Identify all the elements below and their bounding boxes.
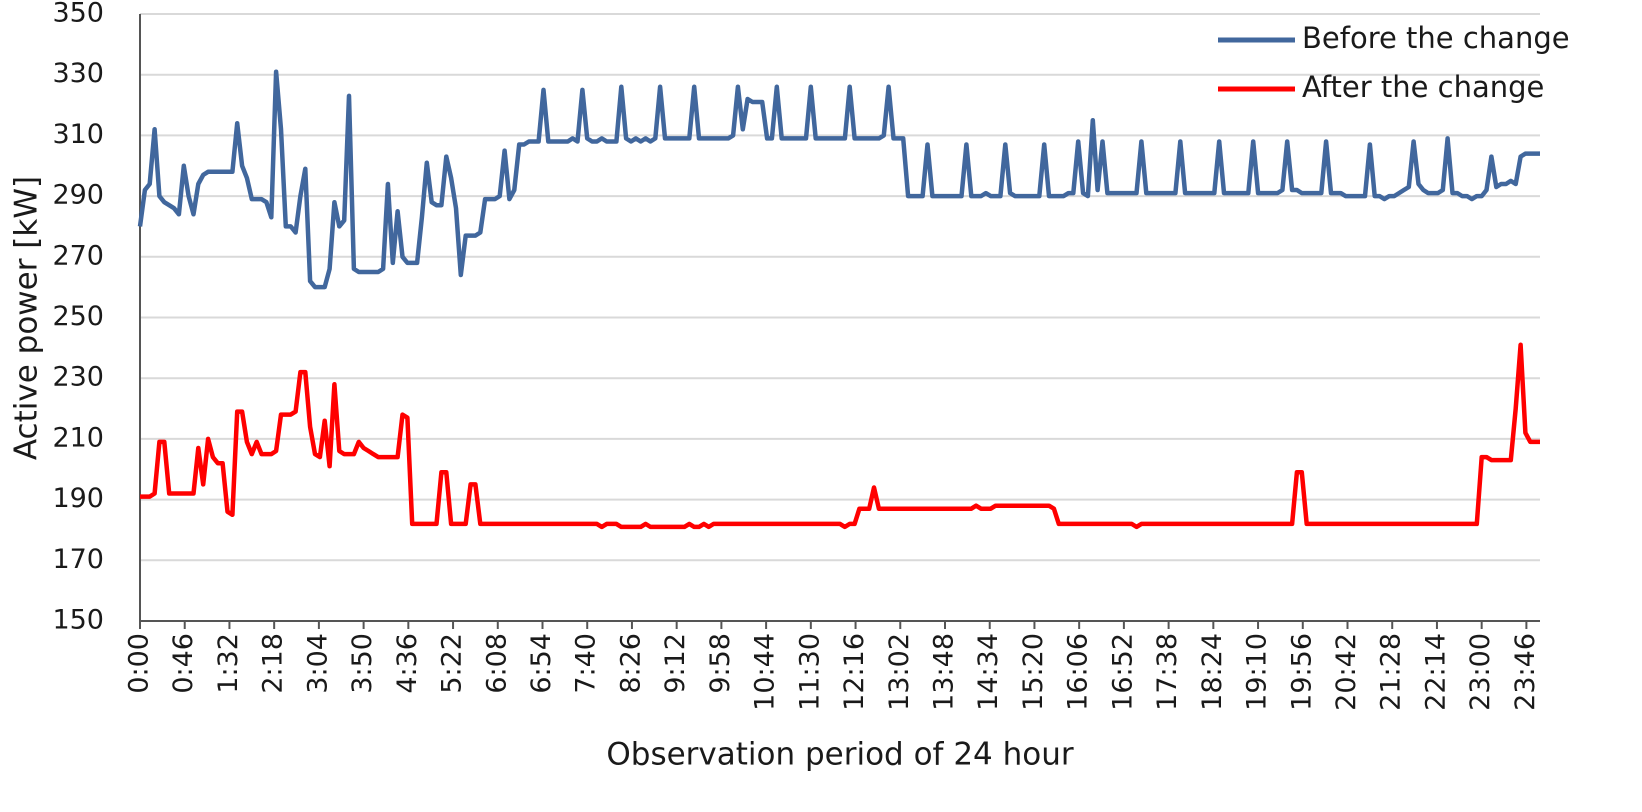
x-tick-label: 19:56 [1286,633,1317,711]
x-tick-label: 11:30 [794,633,825,711]
x-tick-label: 13:48 [929,633,960,711]
legend-label: After the change [1302,70,1544,104]
x-tick-label: 9:12 [660,633,691,694]
series-line [137,69,1540,290]
x-tick-label: 23:00 [1465,633,1496,711]
series-line [140,342,1540,530]
y-tick-label: 210 [52,422,104,453]
x-axis-label: Observation period of 24 hour [606,737,1074,773]
x-tick-label: 8:26 [615,633,646,694]
x-tick-label: 22:14 [1420,633,1451,711]
x-tick-label: 21:28 [1376,633,1407,711]
y-tick-label: 170 [52,544,104,575]
x-tick-label: 17:38 [1152,633,1183,711]
y-tick-label: 150 [52,605,104,636]
y-tick-label: 230 [52,362,104,393]
x-tick-label: 1:32 [213,633,244,694]
y-tick-label: 270 [52,240,104,271]
x-tick-label: 19:10 [1242,633,1273,711]
y-tick-label: 310 [52,119,104,150]
x-tick-label: 9:58 [705,633,736,694]
x-tick-label: 14:34 [973,633,1004,711]
x-tick-label: 3:04 [302,633,333,694]
x-tick-label: 3:50 [347,633,378,694]
y-tick-label: 190 [52,483,104,514]
x-tick-label: 18:24 [1197,633,1228,711]
x-tick-label: 6:08 [481,633,512,694]
x-tick-label: 12:16 [839,633,870,711]
x-tick-label: 4:36 [392,633,423,694]
legend-label: Before the change [1302,21,1570,55]
x-tick-label: 23:46 [1510,633,1541,711]
x-tick-label: 10:44 [750,633,781,711]
x-tick-label: 16:52 [1107,633,1138,711]
x-tick-label: 0:46 [168,633,199,694]
y-tick-label: 250 [52,301,104,332]
x-tick-label: 5:22 [437,633,468,694]
x-tick-label: 16:06 [1063,633,1094,711]
y-tick-label: 330 [52,58,104,89]
x-tick-label: 0:00 [124,633,155,694]
x-tick-label: 13:02 [884,633,915,711]
x-tick-label: 6:54 [526,633,557,694]
x-tick-label: 20:42 [1331,633,1362,711]
y-tick-label: 350 [52,0,104,29]
x-tick-label: 15:20 [1018,633,1049,711]
x-tick-label: 7:40 [571,633,602,694]
y-tick-label: 290 [52,180,104,211]
x-tick-label: 2:18 [258,633,289,694]
y-axis-label: Active power [kW] [9,176,45,460]
